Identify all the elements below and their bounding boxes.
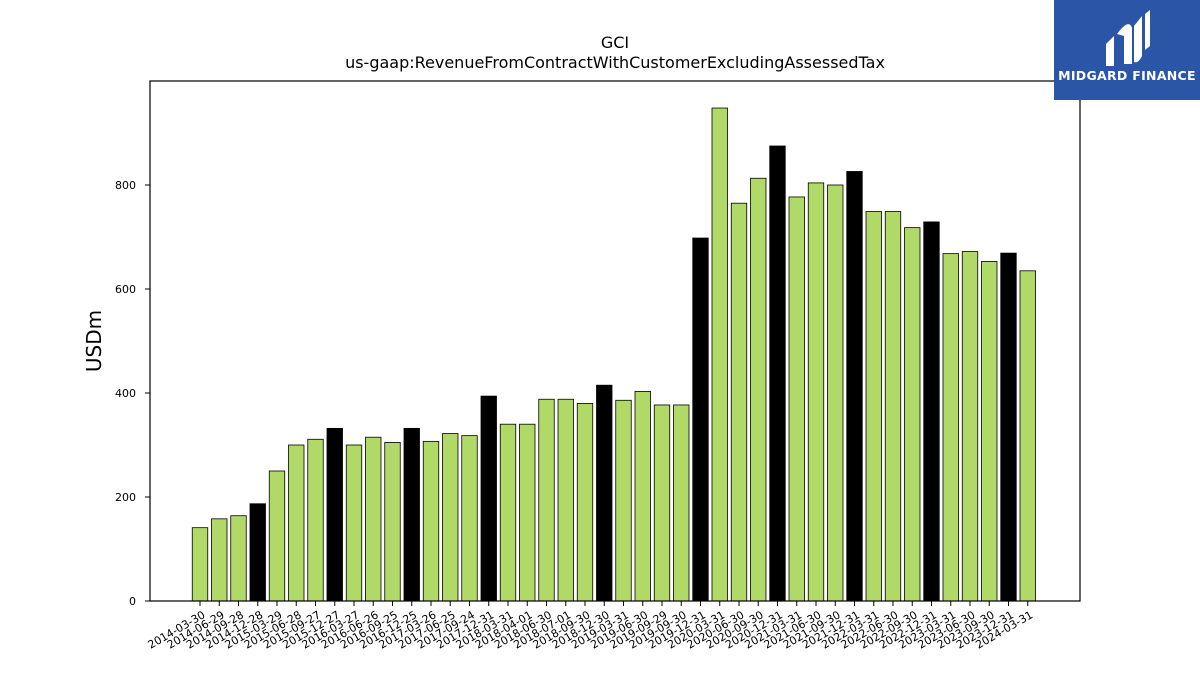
bar [865, 211, 882, 602]
bar [288, 444, 305, 602]
bar [923, 221, 940, 602]
bar [499, 423, 517, 602]
bar [211, 518, 228, 602]
bar [807, 182, 825, 602]
bar [268, 470, 286, 602]
bar [307, 438, 324, 602]
bar [326, 427, 343, 602]
bar [191, 527, 209, 602]
bar [653, 404, 671, 602]
bar [942, 253, 959, 602]
bar [1000, 252, 1017, 602]
bar [249, 503, 266, 602]
bar [365, 436, 382, 602]
bar [576, 402, 594, 602]
plot-frame [149, 80, 1081, 602]
bar [422, 440, 440, 602]
bar [846, 171, 863, 602]
bar [538, 398, 555, 602]
y-tick-label: 800 [115, 179, 136, 192]
bar [480, 395, 497, 602]
bar [557, 398, 574, 602]
bar [442, 433, 459, 602]
bar [730, 202, 748, 602]
bar [596, 384, 613, 602]
chart-subtitle: us-gaap:RevenueFromContractWithCustomerE… [345, 53, 885, 72]
bar [769, 145, 786, 602]
bar [230, 515, 247, 602]
y-tick-label: 600 [115, 283, 136, 296]
bar [827, 184, 844, 602]
y-tick-label: 0 [129, 595, 136, 608]
bar [615, 399, 632, 602]
chart-title: GCI [601, 33, 629, 52]
logo-text: MIDGARD FINANCE [1058, 68, 1196, 83]
y-tick-label: 400 [115, 387, 136, 400]
y-tick-label: 200 [115, 491, 136, 504]
bar [673, 404, 690, 602]
bars-group [191, 107, 1036, 602]
bar [519, 423, 536, 602]
bar [961, 251, 979, 602]
bar [461, 435, 478, 602]
y-axis-label: USDm [82, 310, 106, 372]
bar [692, 237, 709, 602]
company-logo: MIDGARD FINANCE [1054, 0, 1200, 100]
bar [788, 196, 805, 602]
bar [904, 227, 921, 602]
bar [403, 427, 420, 602]
logo-mark-icon [1106, 10, 1150, 66]
bar [634, 391, 651, 602]
bar [981, 261, 998, 602]
y-ticks-group: 0 200 400 600 800 [115, 179, 150, 608]
bar [345, 444, 363, 602]
bar [884, 211, 902, 602]
bar [711, 107, 728, 602]
bar [384, 441, 401, 602]
bar [1019, 270, 1036, 602]
x-ticks-group: 2014-03-302014-06-292014-09-282014-12-28… [146, 601, 1035, 652]
bar [750, 177, 767, 602]
